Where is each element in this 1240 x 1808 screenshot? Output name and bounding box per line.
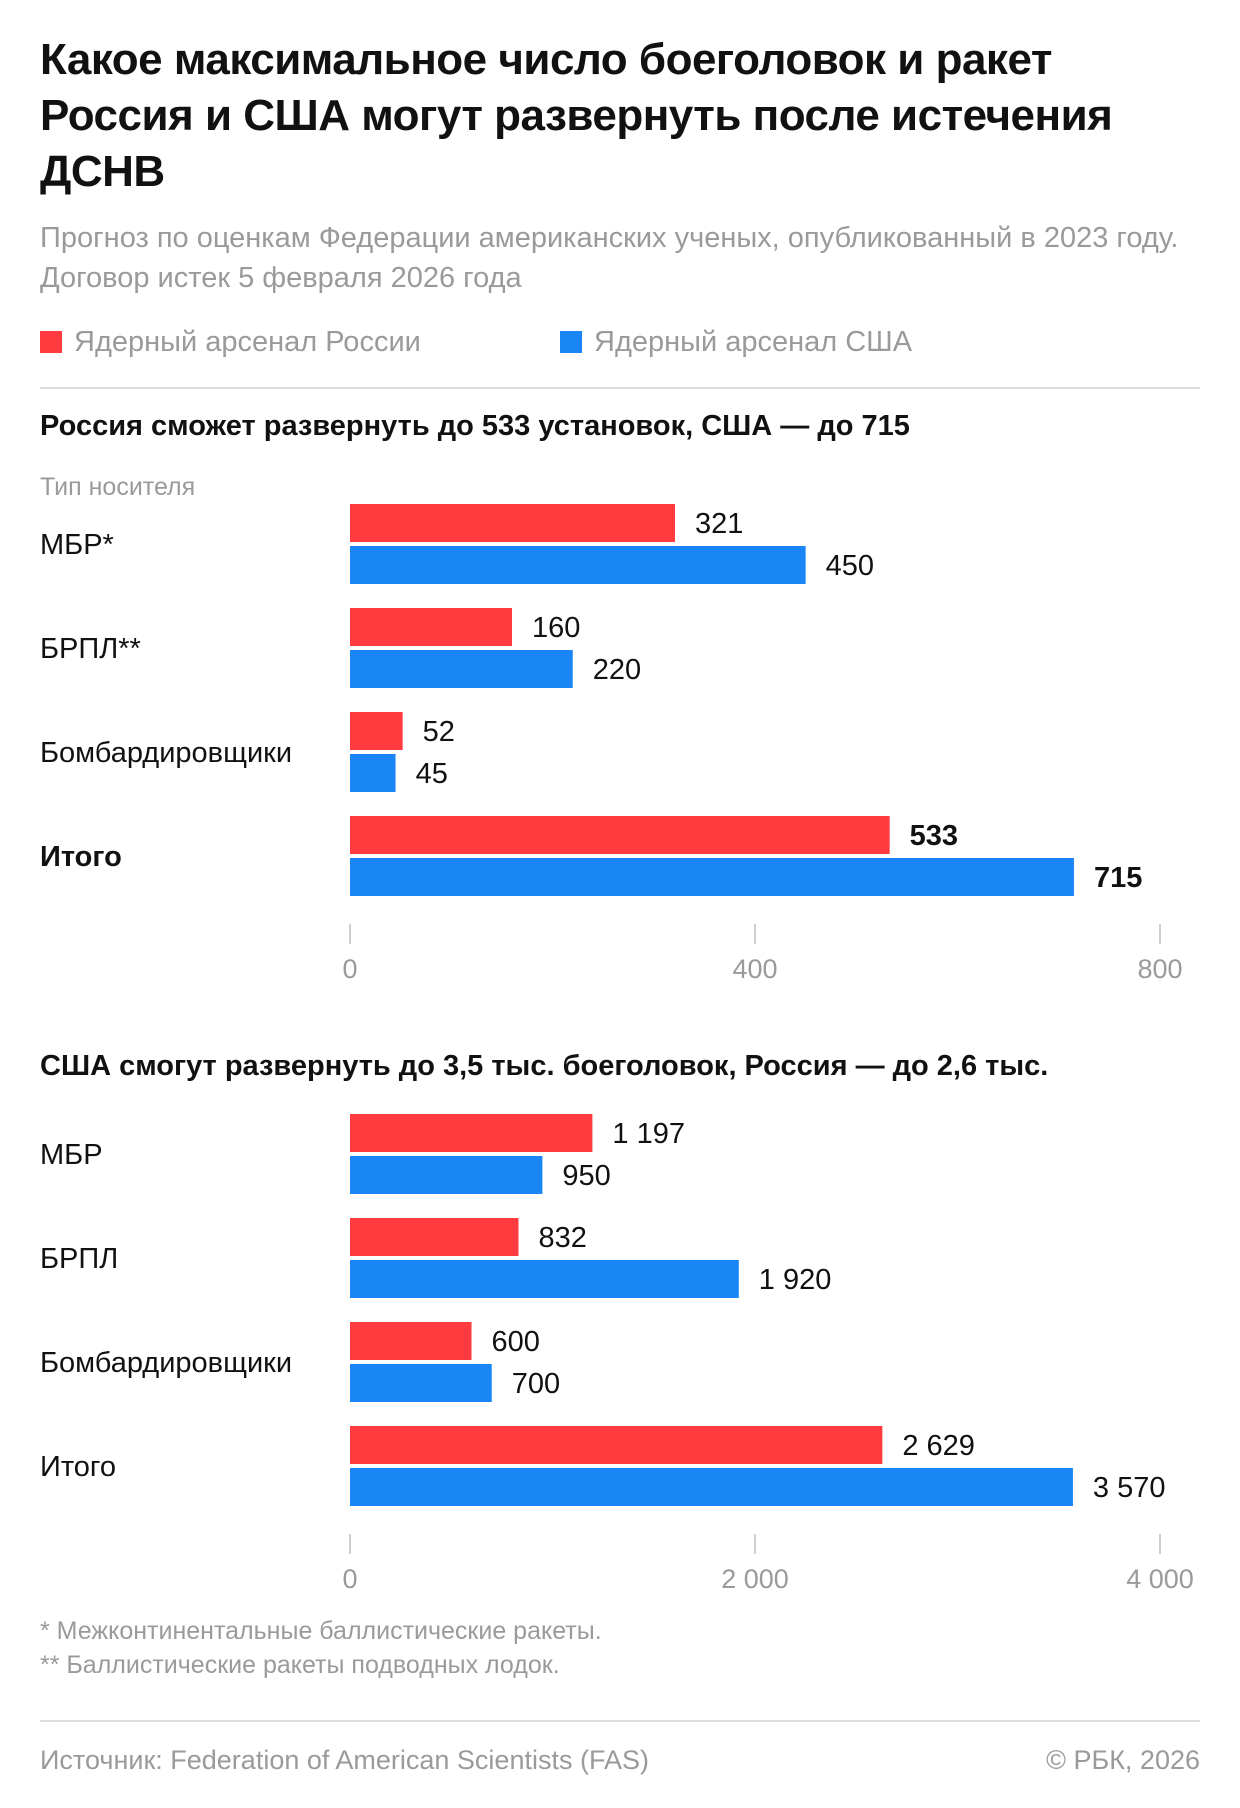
chart1-bar-usa — [350, 650, 573, 688]
chart2-value-label-usa: 3 570 — [1093, 1472, 1166, 1504]
chart2-value-label-usa: 950 — [562, 1160, 610, 1192]
chart2-bar-usa — [350, 1468, 1073, 1506]
chart1-value-label-russia: 160 — [532, 612, 580, 644]
footnote-1: * Межконтинентальные баллистические раке… — [40, 1617, 602, 1645]
divider-top — [40, 387, 1200, 389]
chart1-tick-label: 800 — [1137, 954, 1182, 980]
chart1-axis-caption: Тип носителя — [40, 473, 196, 501]
chart1-category-label: МБР* — [40, 529, 114, 561]
chart2-value-label-russia: 600 — [492, 1326, 540, 1358]
chart2-value-label-usa: 700 — [512, 1368, 560, 1400]
chart2-bar-usa — [350, 1260, 739, 1298]
chart2-tick-label: 4 000 — [1126, 1564, 1194, 1590]
footnote-2: ** Баллистические ракеты подводных лодок… — [40, 1651, 560, 1679]
legend-item-usa: Ядерный арсенал США — [560, 322, 912, 362]
legend-item-russia: Ядерный арсенал России — [40, 322, 421, 362]
chart1-value-label-russia: 321 — [695, 508, 743, 540]
chart2-value-label-usa: 1 920 — [759, 1264, 832, 1296]
chart1-bar-usa — [350, 754, 396, 792]
legend-label-russia: Ядерный арсенал России — [74, 326, 421, 358]
chart2-category-label: БРПЛ — [40, 1243, 118, 1275]
chart2-value-label-russia: 832 — [538, 1222, 586, 1254]
chart1-value-label-russia: 533 — [910, 820, 958, 852]
legend-label-usa: Ядерный арсенал США — [594, 326, 913, 358]
chart2-category-label: Итого — [40, 1451, 116, 1483]
chart2-category-label: МБР — [40, 1139, 103, 1171]
chart2-bar-usa — [350, 1364, 492, 1402]
chart2-bar-russia — [350, 1114, 593, 1152]
chart1-category-label: БРПЛ** — [40, 633, 141, 665]
footer-source: Источник: Federation of American Scienti… — [40, 1745, 649, 1775]
page-title: Какое максимальное число боеголовок и ра… — [40, 35, 1113, 196]
chart2-tick-label: 0 — [342, 1564, 357, 1590]
chart1-value-label-usa: 715 — [1094, 862, 1142, 894]
footnotes: * Межконтинентальные баллистические раке… — [40, 1614, 602, 1682]
chart2-bar-russia — [350, 1426, 883, 1464]
chart1-category-label: Итого — [40, 841, 122, 873]
chart2-value-label-russia: 1 197 — [612, 1118, 685, 1150]
chart2-bar-usa — [350, 1156, 543, 1194]
chart1-bar-russia — [350, 608, 512, 646]
chart1-value-label-usa: 45 — [416, 758, 448, 790]
chart1-value-label-usa: 220 — [593, 654, 641, 686]
chart1-value-label-russia: 52 — [423, 716, 455, 748]
chart1-bar-russia — [350, 504, 676, 542]
chart1-tick-label: 0 — [342, 954, 357, 980]
chart1-value-label-usa: 450 — [826, 550, 874, 582]
chart2-bar-russia — [350, 1218, 519, 1256]
chart1-bar-russia — [350, 712, 403, 750]
chart1-bar-usa — [350, 546, 806, 584]
chart2-bar-russia — [350, 1322, 472, 1360]
chart2-tick-label: 2 000 — [721, 1564, 789, 1590]
chart1-category-label: Бомбардировщики — [40, 737, 292, 769]
legend: Ядерный арсенал России Ядерный арсенал С… — [40, 322, 1200, 362]
chart1-svg: МБР*321450БРПЛ**160220Бомбардировщики524… — [40, 504, 1183, 980]
chart2-category-label: Бомбардировщики — [40, 1347, 292, 1379]
footer-credit: © РБК, 2026 — [1046, 1745, 1200, 1775]
chart2-value-label-russia: 2 629 — [902, 1430, 975, 1462]
chart1-bar-usa — [350, 858, 1074, 896]
chart2-title: США смогут развернуть до 3,5 тыс. боегол… — [40, 1050, 1049, 1082]
chart1-title: Россия сможет развернуть до 533 установо… — [40, 410, 910, 442]
legend-swatch-usa — [560, 331, 582, 353]
legend-swatch-russia — [40, 331, 62, 353]
divider-bottom — [40, 1720, 1200, 1722]
page-subtitle: Прогноз по оценкам Федерации американски… — [40, 222, 1179, 294]
chart1-tick-label: 400 — [732, 954, 777, 980]
chart1-bar-russia — [350, 816, 890, 854]
